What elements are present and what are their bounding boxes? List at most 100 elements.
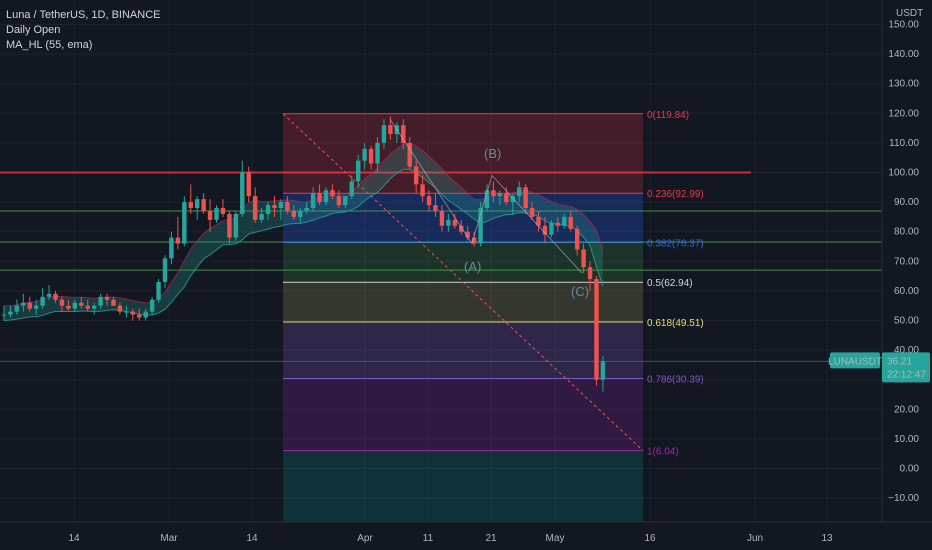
candle-body [549, 222, 554, 235]
time-tick-label: May [546, 533, 565, 544]
candle-body [246, 172, 251, 197]
last-price-value: 36.21 [887, 356, 912, 367]
candle-body [272, 205, 277, 209]
candle-body [407, 142, 412, 167]
ma-low-line [3, 168, 604, 321]
price-tick-label: 100.00 [888, 168, 919, 179]
candle-body [156, 282, 161, 300]
candle-body [79, 302, 84, 306]
fib-zone [283, 321, 643, 379]
candle-body [285, 202, 290, 211]
price-tick-label: 120.00 [888, 108, 919, 119]
time-tick-label: 16 [644, 533, 656, 544]
candle-body [98, 296, 103, 306]
currency-label: USDT [896, 8, 923, 19]
candle-body [91, 305, 97, 309]
candle-body [1, 314, 7, 316]
candle-body [349, 181, 354, 197]
chart-legend: Luna / TetherUS, 1D, BINANCE Daily Open … [6, 8, 160, 53]
price-tick-label: 70.00 [894, 256, 919, 267]
candle-body [323, 190, 329, 203]
candle-body [207, 210, 213, 220]
candle-body [21, 302, 26, 306]
symbol-badge-text[interactable]: LUNAUSDT [828, 356, 882, 367]
wave-label-a: (A) [464, 259, 481, 274]
candle-body [368, 148, 374, 164]
ma-high-line [4, 142, 604, 307]
candle-body [252, 196, 258, 220]
fib-level-label: 0.236(92.99) [647, 189, 704, 200]
candle-body [291, 210, 296, 217]
candle-body [85, 305, 90, 309]
candle-body [459, 225, 464, 232]
candle-body [117, 305, 123, 312]
candle-body [536, 216, 541, 226]
candle-body [195, 199, 200, 209]
candle-body [298, 210, 303, 217]
candle-body [381, 125, 387, 143]
candle-body [104, 296, 110, 300]
candle-body [124, 311, 129, 313]
candle-body [162, 258, 168, 283]
fib-trend-line [282, 113, 644, 451]
price-tick-label: 150.00 [888, 20, 919, 31]
candle-body [34, 305, 39, 309]
candle-body [356, 160, 361, 182]
wave-label-b: (B) [484, 146, 501, 161]
candle-body [182, 202, 187, 244]
candle-body [510, 196, 515, 203]
candle-body [587, 267, 593, 280]
candle-body [484, 190, 490, 209]
candle-body [504, 193, 509, 203]
time-tick-label: 11 [423, 533, 434, 544]
candle-body [452, 219, 457, 226]
candle-body [72, 302, 78, 309]
candle-body [330, 190, 335, 197]
candle-body [343, 196, 348, 206]
time-tick-label: 14 [246, 533, 258, 544]
candle-body [59, 299, 65, 306]
candle-body [130, 311, 135, 315]
fib-level-label: 1(6.04) [647, 447, 679, 458]
candle-body [523, 187, 528, 209]
candle-body [227, 213, 232, 238]
price-tick-label: −10.00 [888, 493, 919, 504]
symbol-title[interactable]: Luna / TetherUS, 1D, BINANCE [6, 9, 161, 21]
candle-body [14, 305, 20, 312]
candle-body [517, 187, 522, 197]
wave-label-c: (C) [571, 284, 589, 299]
candle-body [233, 213, 239, 238]
price-tick-label: 140.00 [888, 49, 919, 60]
price-tick-label: 90.00 [894, 197, 919, 208]
candle-body [471, 237, 477, 244]
indicator-daily-open[interactable]: Daily Open [6, 24, 61, 36]
candle-body [562, 216, 567, 226]
time-tick-label: Mar [160, 533, 178, 544]
candle-body [220, 208, 226, 214]
indicator-ma-hl[interactable]: MA_HL (55, ema) [6, 39, 93, 51]
candle-body [336, 196, 342, 206]
price-tick-label: 10.00 [894, 434, 919, 445]
candle-body [27, 302, 32, 309]
candle-body [555, 222, 561, 226]
price-tick-label: 0.00 [900, 464, 920, 475]
candle-body [446, 219, 451, 226]
candle-body [388, 125, 393, 135]
time-tick-label: Jun [747, 533, 763, 544]
candle-body [439, 210, 445, 226]
candle-body [542, 225, 548, 235]
fib-zone [283, 282, 643, 322]
time-tick-label: 13 [821, 533, 833, 544]
fib-extension-zone [283, 450, 643, 522]
time-tick-label: 14 [68, 533, 80, 544]
price-tick-label: 50.00 [894, 316, 919, 327]
fib-level-label: 0.382(76.37) [647, 238, 704, 249]
candle-body [581, 249, 586, 268]
candle-body [149, 299, 155, 312]
candle-body [594, 279, 599, 380]
price-tick-label: 60.00 [894, 286, 919, 297]
candle-body [201, 199, 206, 211]
fib-zone [283, 113, 643, 194]
